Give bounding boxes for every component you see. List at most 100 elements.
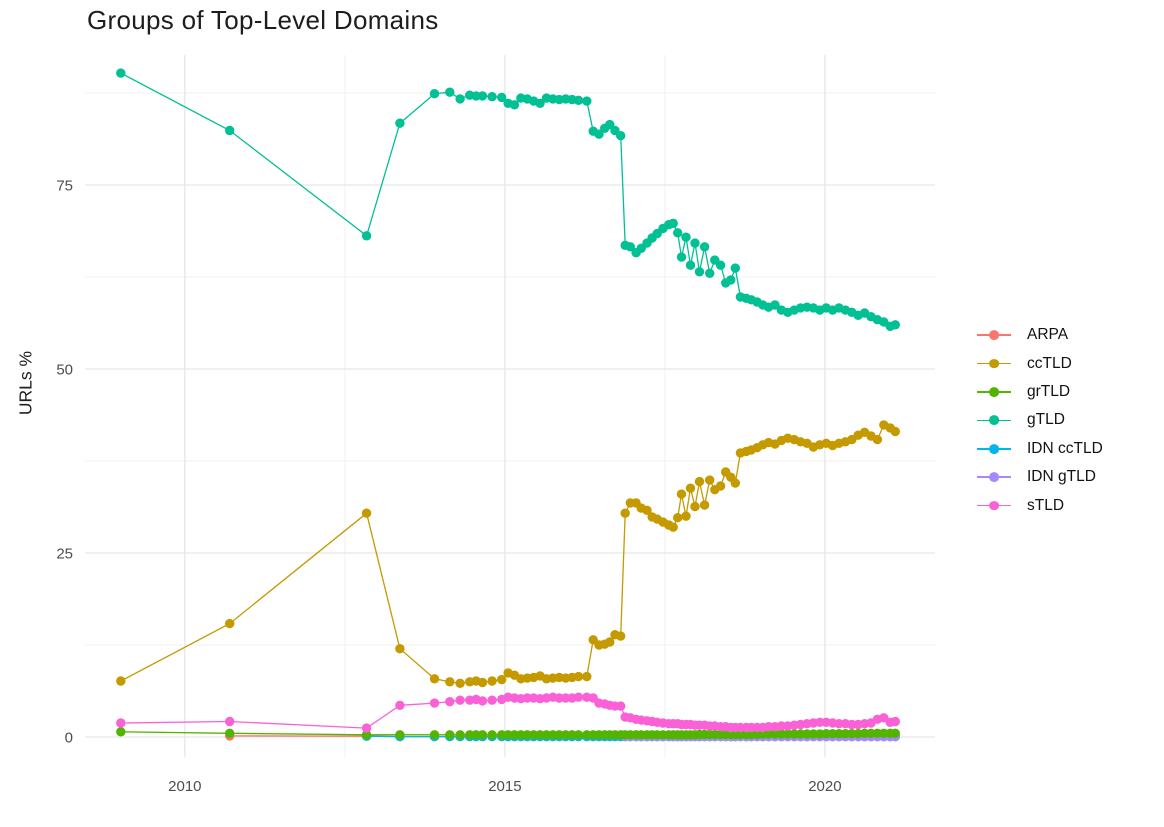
point-gtld [582,96,592,106]
point-cctld [582,671,592,682]
point-gtld [685,260,696,270]
legend-marker-icon [977,328,1011,342]
legend-item-gtld: gTLD [977,406,1103,434]
point-cctld [455,678,465,688]
point-cctld [620,508,630,518]
point-stld [445,697,455,707]
point-gtld [705,268,715,278]
point-cctld [497,674,507,685]
legend-label: grTLD [1027,382,1071,400]
point-gtld [116,68,126,78]
point-grtld [573,730,584,740]
y-tick-label: 0 [65,729,73,746]
point-grtld [429,730,440,740]
point-stld [890,716,900,727]
point-gtld [668,218,678,228]
point-stld [395,700,405,710]
point-gtld [361,231,372,241]
point-cctld [715,481,726,491]
legend-item-idn-cctld: IDN ccTLD [977,435,1103,463]
point-cctld [705,475,715,485]
point-cctld [395,644,405,654]
point-gtld [616,131,626,141]
point-cctld [616,631,626,641]
point-stld [116,718,126,728]
legend-label: sTLD [1027,496,1065,514]
point-cctld [872,434,883,445]
point-grtld [477,730,488,740]
y-tick-label: 50 [56,361,73,378]
legend-label: ccTLD [1027,354,1072,372]
y-axis-title: URLs % [15,350,36,416]
legend-marker-icon [977,385,1011,399]
point-cctld [487,676,497,686]
legend: ARPA ccTLD grTLD gTLD IDN ccTLD IDN gTLD… [977,321,1103,520]
legend-item-stld: sTLD [977,491,1103,519]
point-gtld [455,94,465,104]
point-cctld [429,674,440,684]
legend-item-cctld: ccTLD [977,349,1103,377]
point-grtld [455,730,465,740]
point-stld [477,696,488,706]
point-gtld [625,242,635,252]
point-gtld [690,238,700,248]
point-grtld [361,730,372,740]
point-grtld [116,727,126,737]
point-gtld [573,95,584,106]
legend-label: IDN gTLD [1027,468,1096,486]
point-cctld [225,618,235,629]
point-cctld [668,522,678,532]
point-stld [455,695,465,705]
point-gtld [770,300,780,310]
legend-marker-icon [977,499,1011,513]
point-cctld [676,489,687,499]
point-grtld [225,728,235,738]
point-cctld [573,671,584,682]
legend-marker-icon [977,442,1011,456]
legend-label: gTLD [1027,411,1065,429]
point-gtld [890,320,900,330]
x-tick-label: 2010 [168,778,201,795]
point-gtld [694,267,705,277]
legend-marker-icon [977,413,1011,427]
point-gtld [497,92,507,103]
point-cctld [605,637,615,647]
legend-marker-icon [977,470,1011,484]
point-cctld [685,483,696,493]
legend-marker-icon [977,357,1011,371]
legend-label: IDN ccTLD [1027,439,1103,457]
point-gtld [225,125,235,136]
legend-item-arpa: ARPA [977,321,1103,349]
point-gtld [673,228,683,238]
point-gtld [535,98,545,109]
point-gtld [594,129,604,139]
point-grtld [445,730,455,740]
point-stld [361,723,372,733]
point-gtld [726,275,736,285]
point-cctld [890,426,900,437]
point-gtld [477,91,488,101]
point-gtld [487,92,497,102]
point-gtld [445,87,455,97]
point-cctld [673,513,683,523]
point-cctld [690,501,700,512]
point-grtld [487,730,497,740]
x-tick-label: 2020 [808,778,841,795]
point-gtld [715,260,726,270]
point-grtld [890,728,900,738]
point-cctld [477,677,488,688]
point-cctld [642,505,652,515]
legend-item-idn-gtld: IDN gTLD [977,463,1103,491]
point-grtld [395,730,405,740]
point-cctld [694,476,705,487]
point-cctld [699,500,710,510]
point-stld [487,695,497,705]
point-gtld [676,252,687,262]
point-gtld [730,263,740,273]
point-gtld [429,89,440,99]
point-gtld [699,242,710,252]
point-gtld [681,232,691,242]
legend-label: ARPA [1027,326,1069,344]
point-stld [429,698,440,708]
point-stld [225,716,235,727]
